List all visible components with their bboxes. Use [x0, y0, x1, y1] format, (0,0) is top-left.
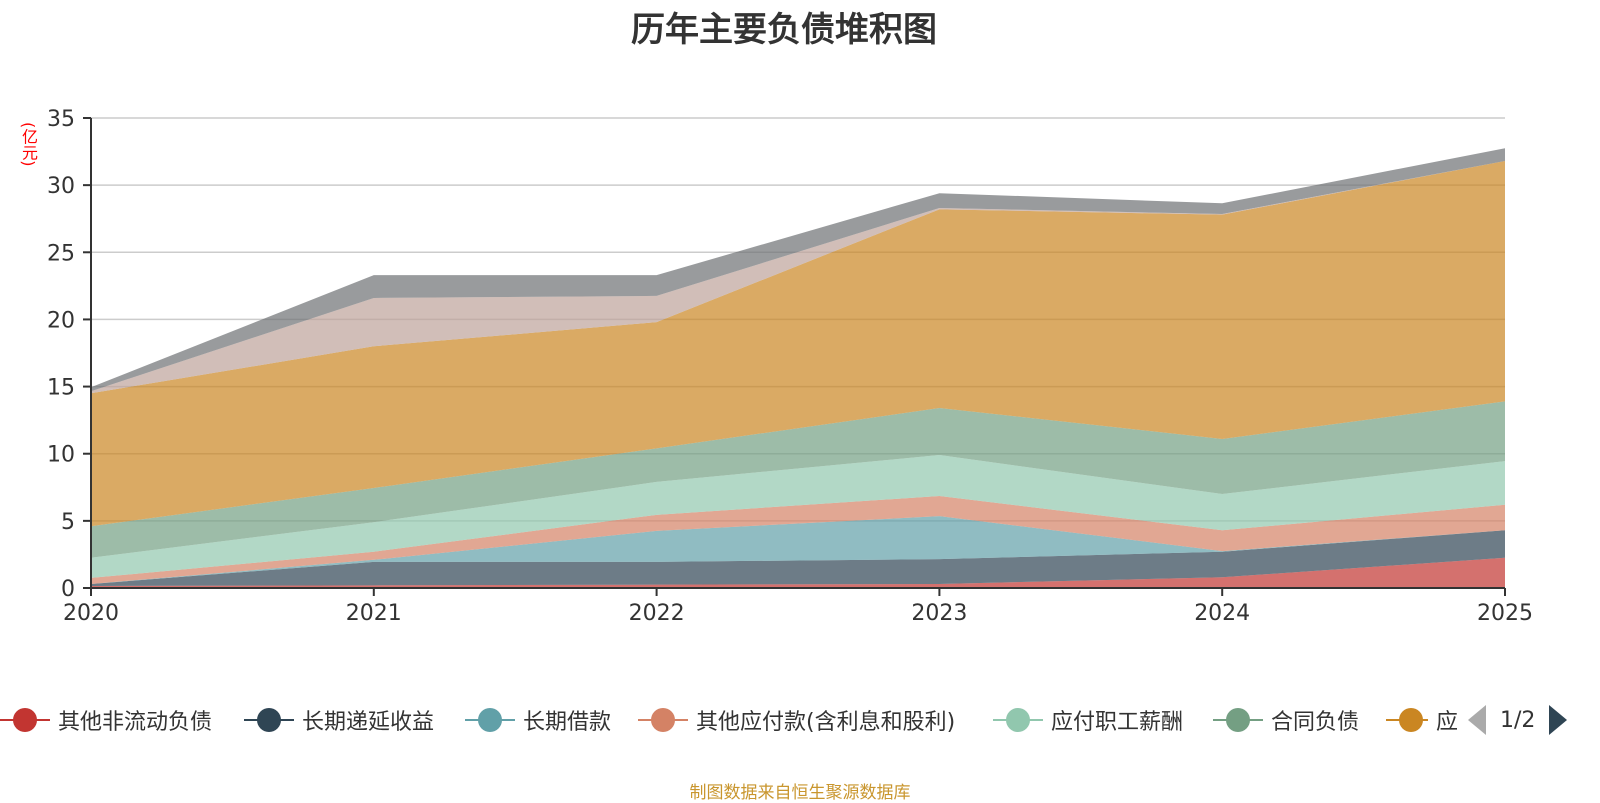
chart-title: 历年主要负债堆积图: [631, 10, 937, 50]
area-series-6[interactable]: [91, 160, 1505, 527]
legend-marker-icon: [993, 700, 1043, 740]
legend-marker-icon: [1386, 700, 1428, 740]
x-tick-label: 2025: [1477, 601, 1533, 626]
y-axis-label: (亿元): [19, 122, 38, 167]
y-tick-label: 35: [47, 107, 75, 132]
legend-label: 应付职工薪酬: [1051, 710, 1184, 735]
legend-prev-page-icon[interactable]: [1468, 705, 1486, 735]
y-tick-label: 20: [47, 308, 75, 333]
legend-page-indicator: 1/2: [1500, 707, 1536, 733]
x-tick-label: 2024: [1194, 601, 1250, 626]
x-tick-label: 2023: [911, 601, 967, 626]
data-source-note: 制图数据来自恒生聚源数据库: [689, 783, 911, 803]
legend-pager: 1/2: [1468, 700, 1568, 740]
y-tick-label: 30: [47, 174, 75, 199]
legend-marker-icon: [1213, 700, 1263, 740]
area-series-1[interactable]: [91, 530, 1505, 586]
area-series-5[interactable]: [91, 401, 1505, 558]
area-series-3[interactable]: [91, 496, 1505, 584]
legend-item[interactable]: 长期递延收益: [244, 700, 434, 740]
legend-item[interactable]: 应: [1386, 700, 1458, 740]
legend-label: 其他非流动负债: [58, 710, 213, 735]
area-series: [91, 148, 1505, 588]
legend-item[interactable]: 长期借款: [465, 700, 611, 740]
y-tick-label: 5: [61, 510, 75, 535]
y-tick-label: 10: [47, 443, 75, 468]
y-tick-label: 15: [47, 376, 75, 401]
area-series-8[interactable]: [91, 148, 1505, 392]
area-series-2[interactable]: [91, 516, 1505, 584]
legend-marker-icon: [0, 700, 50, 740]
legend-label: 合同负债: [1271, 710, 1360, 735]
x-tick-label: 2021: [346, 601, 402, 626]
x-tick-label: 2020: [63, 601, 119, 626]
area-series-7[interactable]: [91, 160, 1505, 394]
legend-item[interactable]: 其他应付款(含利息和股利): [638, 700, 955, 740]
legend-label: 其他应付款(含利息和股利): [696, 710, 956, 735]
legend-marker-icon: [465, 700, 515, 740]
legend-label: 应: [1435, 710, 1458, 735]
legend-item[interactable]: 其他非流动负债: [0, 700, 212, 740]
legend-item[interactable]: 应付职工薪酬: [993, 700, 1183, 740]
legend-item[interactable]: 合同负债: [1213, 700, 1359, 740]
legend-label: 长期递延收益: [302, 710, 435, 735]
legend-next-page-icon[interactable]: [1549, 705, 1568, 735]
legend: 其他非流动负债 长期递延收益 长期借款 其他应付款(含利息和股利) 应付职工薪酬 合同负债…: [0, 700, 1600, 740]
y-tick-label: 25: [47, 241, 75, 266]
y-tick-label: 0: [61, 577, 75, 602]
x-tick-label: 2022: [629, 601, 685, 626]
area-series-0[interactable]: [91, 557, 1505, 588]
legend-marker-icon: [244, 700, 294, 740]
legend-label: 长期借款: [523, 710, 612, 735]
legend-marker-icon: [638, 700, 688, 740]
area-series-4[interactable]: [91, 455, 1505, 578]
